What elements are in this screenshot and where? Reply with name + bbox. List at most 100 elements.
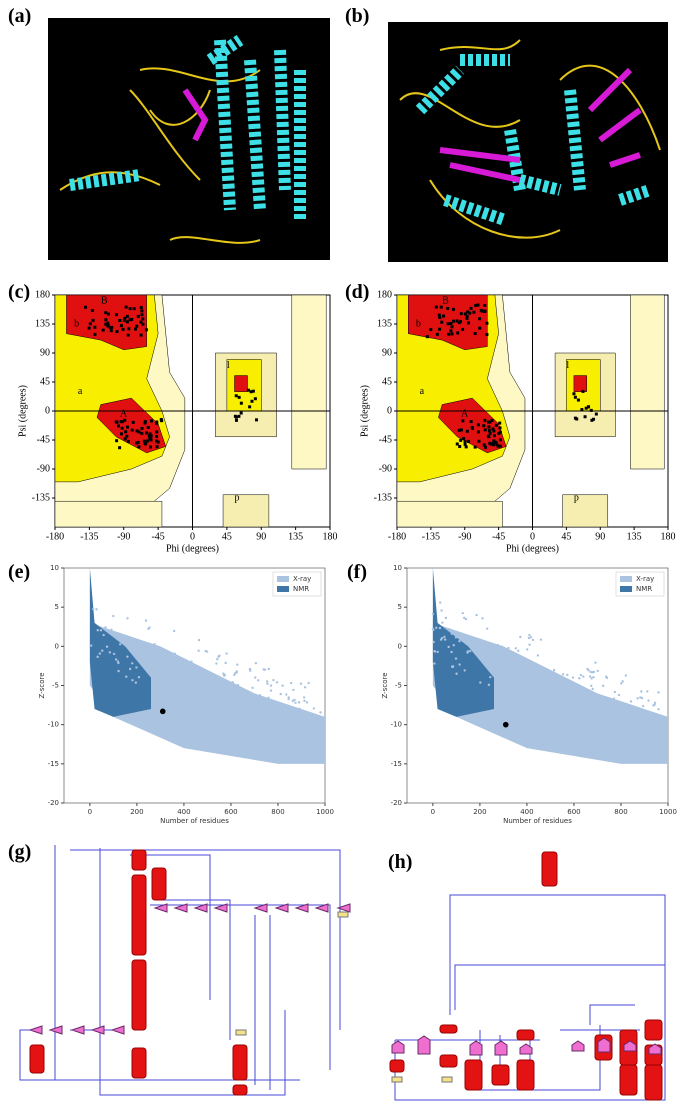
xray-point bbox=[463, 669, 466, 672]
residue-point bbox=[135, 324, 139, 328]
xray-point bbox=[102, 633, 105, 637]
xray-point bbox=[454, 657, 458, 660]
residue-point bbox=[87, 326, 91, 330]
xray-point bbox=[582, 705, 586, 708]
query-point bbox=[159, 708, 166, 715]
x-tick-label: -135 bbox=[80, 531, 98, 542]
xray-point bbox=[653, 703, 656, 706]
residue-point bbox=[434, 305, 438, 309]
x-tick-label: -90 bbox=[458, 531, 471, 542]
residue-point bbox=[589, 408, 593, 412]
xray-point bbox=[266, 682, 269, 685]
xray-point bbox=[112, 614, 115, 618]
xray-point bbox=[262, 668, 265, 671]
xray-point bbox=[552, 668, 556, 672]
xray-point bbox=[640, 696, 644, 700]
y-tick-label: -90 bbox=[379, 463, 392, 474]
xray-point bbox=[455, 672, 458, 675]
xray-point bbox=[438, 626, 442, 630]
residue-point bbox=[148, 432, 152, 436]
xray-point bbox=[475, 613, 478, 617]
xray-point bbox=[197, 638, 201, 642]
residue-point bbox=[119, 420, 123, 424]
xray-point bbox=[137, 675, 141, 679]
xray-point bbox=[222, 672, 225, 675]
residue-point bbox=[464, 445, 468, 449]
xray-point bbox=[458, 640, 461, 643]
x-tick-label: 180 bbox=[323, 531, 338, 542]
residue-point bbox=[90, 308, 94, 312]
xray-point bbox=[256, 708, 259, 712]
panel-label: (e) bbox=[8, 561, 30, 583]
xray-point bbox=[487, 683, 491, 687]
xray-point bbox=[431, 613, 435, 616]
xray-point bbox=[602, 697, 605, 700]
xray-point bbox=[596, 669, 599, 673]
xray-point bbox=[196, 686, 200, 690]
residue-point bbox=[459, 312, 463, 316]
generous-region bbox=[291, 294, 327, 470]
y-tick-label: -135 bbox=[374, 492, 392, 503]
xray-point bbox=[99, 629, 103, 632]
xray-point bbox=[224, 661, 227, 665]
x-axis-label: Number of residues bbox=[160, 817, 229, 825]
xray-point bbox=[251, 709, 254, 712]
xray-cloud bbox=[432, 622, 668, 764]
residue-point bbox=[239, 411, 243, 415]
residue-point bbox=[478, 317, 482, 321]
residue-point bbox=[143, 421, 147, 425]
xray-point bbox=[494, 654, 498, 657]
xray-point bbox=[451, 665, 454, 669]
residue-point bbox=[139, 306, 143, 310]
x-tick-label: 45 bbox=[561, 531, 571, 542]
y-tick-label: -15 bbox=[48, 760, 59, 768]
residue-point bbox=[575, 417, 579, 421]
residue-point bbox=[253, 397, 257, 401]
residue-point bbox=[124, 430, 128, 434]
xray-point bbox=[517, 649, 520, 652]
residue-point bbox=[119, 324, 123, 328]
residue-point bbox=[128, 307, 132, 311]
residue-point bbox=[118, 318, 122, 322]
xray-point bbox=[90, 644, 93, 647]
residue-point bbox=[139, 320, 143, 324]
xray-point bbox=[524, 658, 527, 662]
x-axis-label: Phi (degrees) bbox=[166, 543, 219, 554]
x-tick-label: 90 bbox=[595, 531, 605, 542]
residue-point bbox=[234, 415, 238, 419]
xray-point bbox=[431, 627, 435, 631]
query-point bbox=[502, 721, 509, 728]
xray-point bbox=[291, 734, 295, 737]
xray-point bbox=[439, 638, 443, 641]
xray-point bbox=[289, 716, 292, 719]
xray-point bbox=[190, 661, 193, 664]
xray-point bbox=[632, 706, 635, 710]
xray-point bbox=[274, 738, 277, 741]
residue-point bbox=[155, 439, 159, 443]
xray-point bbox=[528, 643, 531, 646]
residue-point bbox=[463, 440, 467, 444]
xray-point bbox=[627, 715, 631, 719]
xray-point bbox=[298, 735, 302, 739]
residue-point bbox=[463, 442, 467, 446]
residue-point bbox=[576, 398, 580, 402]
residue-point bbox=[237, 395, 241, 399]
residue-point bbox=[483, 418, 487, 422]
region-label: p bbox=[574, 492, 579, 503]
xray-point bbox=[294, 701, 297, 704]
xray-point bbox=[319, 723, 323, 726]
xray-point bbox=[612, 697, 616, 700]
legend-swatch bbox=[277, 576, 289, 582]
xray-point bbox=[439, 601, 442, 604]
xray-point bbox=[248, 667, 252, 671]
xray-point bbox=[316, 735, 319, 738]
residue-point bbox=[114, 313, 118, 317]
residue-point bbox=[439, 305, 443, 309]
residue-point bbox=[455, 442, 459, 446]
residue-point bbox=[451, 307, 455, 311]
xray-point bbox=[216, 657, 219, 661]
xray-point bbox=[131, 662, 134, 665]
x-tick-label: 0 bbox=[431, 808, 435, 816]
xray-point bbox=[655, 751, 658, 754]
